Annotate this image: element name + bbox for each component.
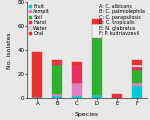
Bar (72, 66, 82, 83)
Bar (132, 65, 142, 67)
X-axis label: Species: Species (75, 112, 99, 117)
Bar (132, 70, 142, 83)
Bar (92, 38, 102, 95)
Bar (92, 19, 102, 24)
Bar (52, 96, 62, 98)
Bar (132, 83, 142, 86)
Bar (132, 60, 142, 65)
Bar (72, 62, 82, 66)
Y-axis label: No. isolates: No. isolates (7, 32, 12, 69)
Legend: A: C. albicans, B: C. palmiolephila, C: C. parapsilosis, D: C. tropicalis, E: N.: A: C. albicans, B: C. palmiolephila, C: … (99, 4, 145, 36)
Bar (72, 83, 82, 96)
Bar (92, 95, 102, 98)
Bar (132, 67, 142, 70)
Bar (52, 65, 62, 94)
Bar (32, 97, 42, 98)
Bar (112, 94, 122, 98)
Bar (52, 94, 62, 96)
Bar (92, 24, 102, 38)
Bar (52, 62, 62, 65)
Bar (52, 60, 62, 62)
Bar (72, 96, 82, 98)
Bar (32, 52, 42, 97)
Bar (132, 86, 142, 98)
